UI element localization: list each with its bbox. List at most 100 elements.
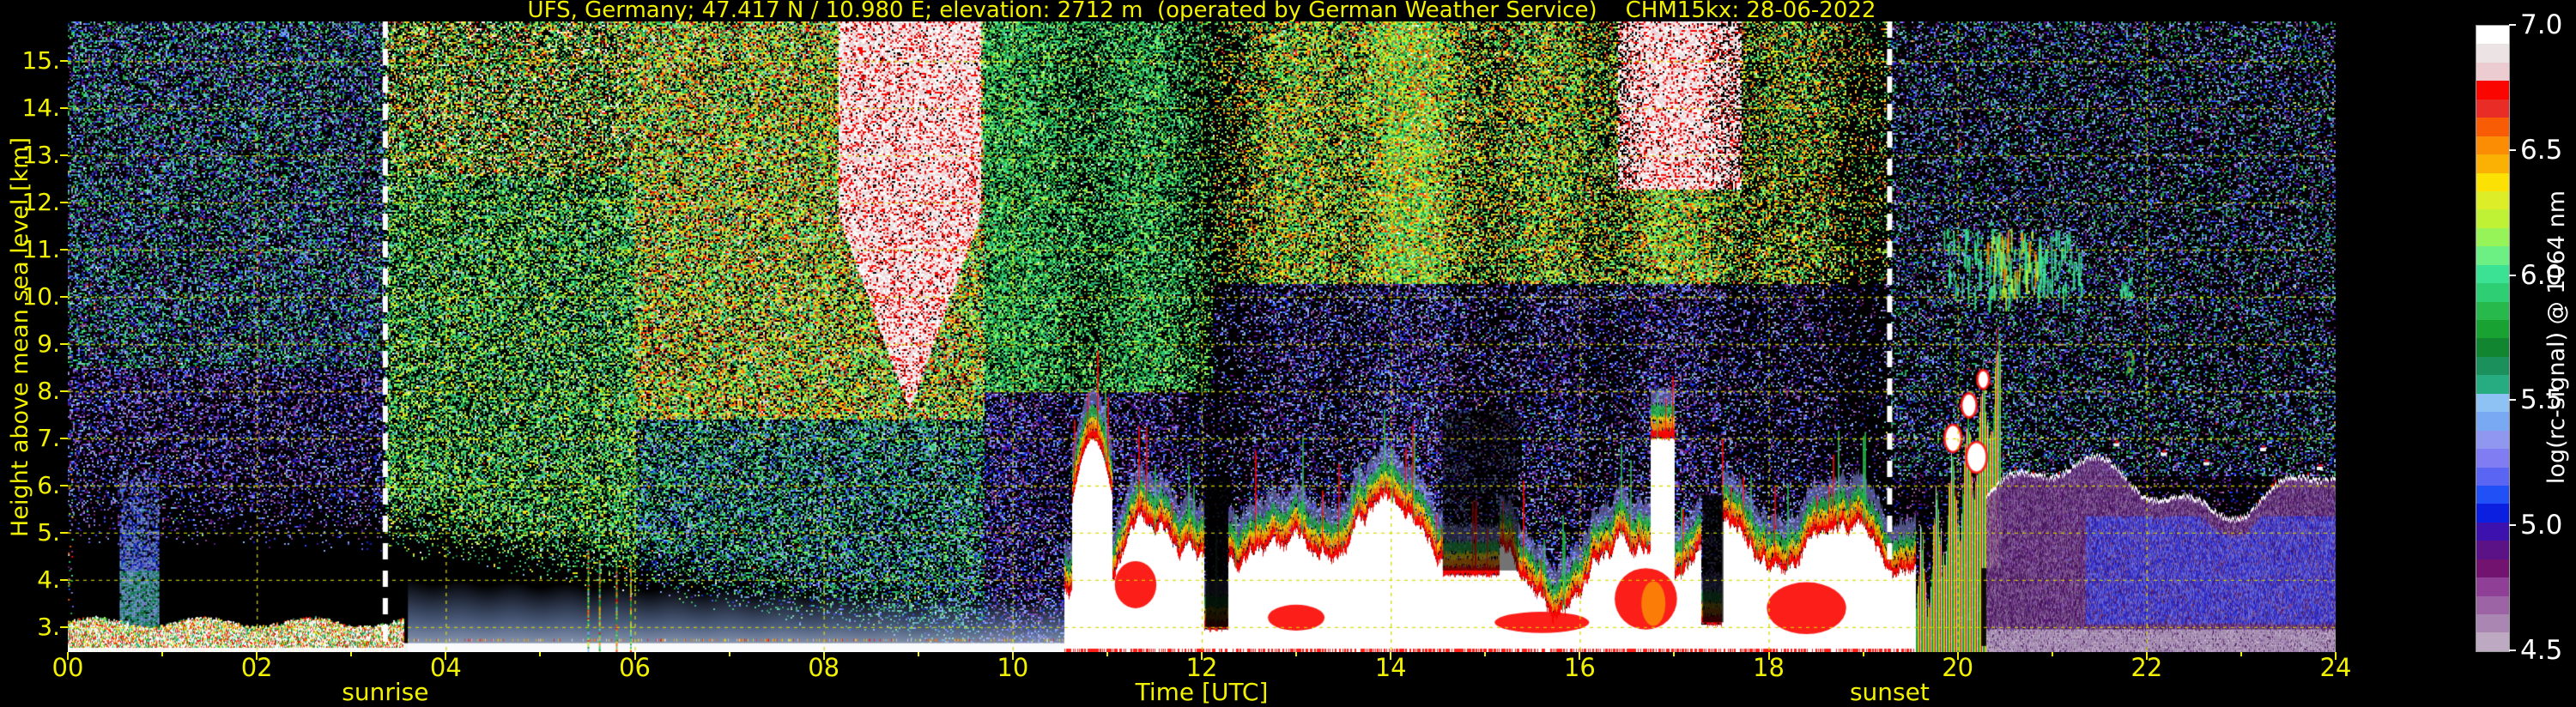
x-tick-mark: [1106, 652, 1108, 656]
colorbar-band: [2476, 62, 2509, 82]
colorbar-tick-mark: [2509, 650, 2516, 651]
colorbar-tick-label: 5.5: [2520, 384, 2563, 416]
y-tick-label: 3.: [37, 612, 60, 641]
x-tick-mark: [917, 652, 919, 656]
colorbar-band: [2476, 136, 2509, 155]
colorbar-band: [2476, 172, 2509, 191]
x-tick-mark: [1673, 652, 1676, 656]
x-tick-mark: [445, 652, 447, 660]
colorbar-band: [2476, 356, 2509, 376]
colorbar-band: [2476, 522, 2509, 541]
x-tick-mark: [2240, 652, 2242, 656]
y-tick-mark: [60, 531, 68, 534]
colorbar-tick-label: 5.0: [2520, 510, 2563, 541]
x-tick-mark: [161, 652, 164, 656]
y-tick-mark: [60, 202, 68, 204]
colorbar-tick-label: 6.5: [2520, 134, 2563, 166]
x-tick-mark: [2335, 652, 2337, 660]
colorbar-band: [2476, 264, 2509, 284]
colorbar-tick-label: 4.5: [2520, 635, 2563, 666]
x-tick-mark: [1295, 652, 1298, 656]
x-axis-label: Time [UTC]: [1135, 678, 1269, 706]
colorbar-band: [2476, 430, 2509, 450]
x-tick-mark: [728, 652, 730, 656]
y-tick-label: 7.: [37, 423, 60, 452]
colorbar-band: [2476, 320, 2509, 339]
colorbar-band: [2476, 283, 2509, 302]
x-tick-mark: [2145, 652, 2148, 660]
x-tick-mark: [1484, 652, 1487, 656]
y-tick-mark: [60, 484, 68, 486]
colorbar-band: [2476, 467, 2509, 486]
colorbar-band: [2476, 301, 2509, 320]
colorbar-band: [2476, 614, 2509, 633]
x-tick-mark: [67, 652, 69, 660]
y-tick-mark: [60, 296, 68, 299]
sunset-label: sunset: [1849, 678, 1930, 706]
colorbar-band: [2476, 375, 2509, 394]
y-tick-mark: [60, 390, 68, 392]
colorbar-tick-mark: [2509, 524, 2516, 527]
y-tick-label: 11.: [21, 235, 60, 264]
x-tick-mark: [1579, 652, 1581, 660]
y-tick-label: 15.: [21, 46, 60, 76]
sunrise-label: sunrise: [342, 678, 429, 706]
colorbar-band: [2476, 118, 2509, 136]
x-tick-mark: [1390, 652, 1392, 660]
y-axis-ticks: 15. 14. 13. 12. 11. 10. 9. 8. 7. 6. 5. 4. 3.: [0, 0, 65, 707]
y-tick-mark: [60, 437, 68, 439]
colorbar-band: [2476, 99, 2509, 118]
y-tick-mark: [60, 343, 68, 346]
colorbar-band: [2476, 246, 2509, 265]
y-tick-label: 9.: [37, 329, 60, 359]
colorbar-band: [2476, 190, 2509, 210]
x-tick-mark: [256, 652, 258, 660]
colorbar-band: [2476, 26, 2509, 45]
colorbar-band: [2476, 227, 2509, 247]
x-tick-mark: [633, 652, 636, 660]
colorbar-tick-label: 7.0: [2520, 9, 2563, 40]
y-tick-label: 10.: [21, 282, 60, 311]
x-tick-mark: [1201, 652, 1203, 660]
y-tick-mark: [60, 60, 68, 63]
x-tick-mark: [1862, 652, 1864, 656]
colorbar-tick-mark: [2509, 399, 2516, 402]
x-tick-mark: [1767, 652, 1770, 660]
colorbar-band: [2476, 632, 2509, 651]
colorbar-band: [2476, 412, 2509, 431]
colorbar-tick-label: 6.0: [2520, 259, 2563, 291]
x-tick-mark: [1956, 652, 1959, 660]
colorbar-band: [2476, 485, 2509, 505]
colorbar-tick-mark: [2509, 24, 2516, 26]
y-tick-label: 8.: [37, 376, 60, 405]
colorbar-band: [2476, 504, 2509, 523]
y-tick-label: 12.: [21, 188, 60, 217]
colorbar-band: [2476, 559, 2509, 578]
y-tick-label: 14.: [21, 94, 60, 123]
colorbar-band: [2476, 209, 2509, 228]
x-tick-mark: [539, 652, 542, 656]
colorbar-band: [2476, 44, 2509, 63]
colorbar-band: [2476, 81, 2509, 100]
page-title: UFS, Germany; 47.417 N / 10.980 E; eleva…: [527, 0, 1876, 23]
y-tick-mark: [60, 107, 68, 110]
y-tick-mark: [60, 154, 68, 157]
x-tick-mark: [2051, 652, 2053, 656]
y-tick-mark: [60, 249, 68, 251]
colorbar-band: [2476, 338, 2509, 357]
colorbar-band: [2476, 595, 2509, 614]
y-tick-label: 4.: [37, 565, 60, 594]
colorbar-band: [2476, 393, 2509, 413]
x-tick-mark: [1011, 652, 1014, 660]
colorbar-band: [2476, 577, 2509, 596]
colorbar-band: [2476, 449, 2509, 468]
y-tick-label: 5.: [37, 517, 60, 547]
x-tick-mark: [822, 652, 825, 660]
colorbar-band: [2476, 154, 2509, 173]
colorbar-tick-mark: [2509, 274, 2516, 276]
y-tick-label: 13.: [21, 141, 60, 170]
colorbar-tick-mark: [2509, 148, 2516, 151]
y-tick-mark: [60, 578, 68, 581]
colorbar-band: [2476, 541, 2509, 559]
